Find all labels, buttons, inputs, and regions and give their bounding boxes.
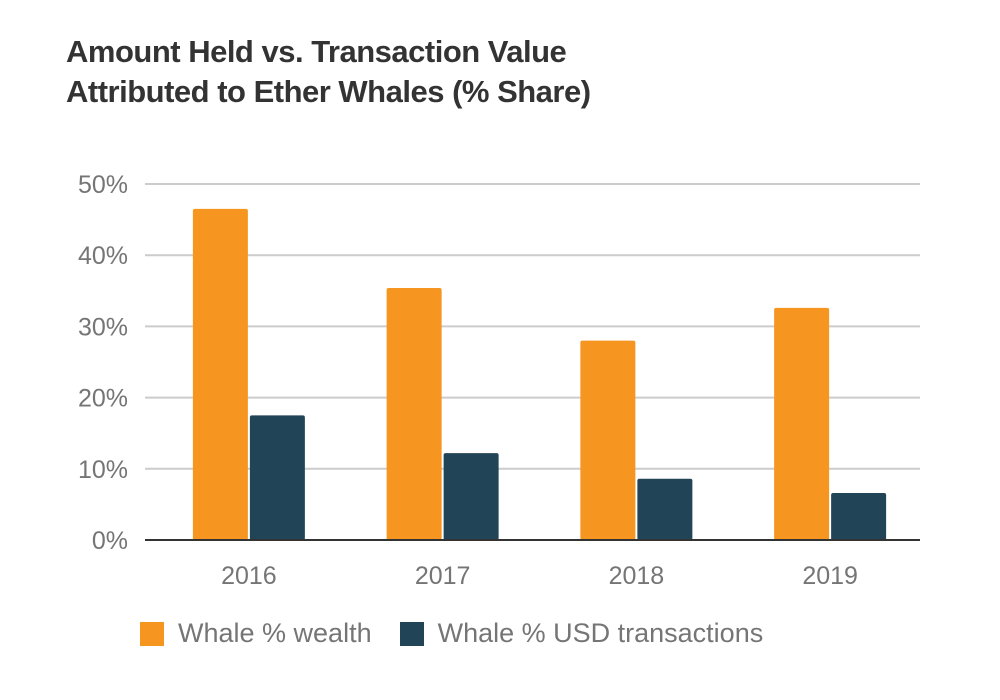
bar-wealth-2019	[774, 307, 830, 540]
y-tick-label: 10%	[78, 456, 128, 484]
chart-title-line-2: Attributed to Ether Whales (% Share)	[66, 74, 591, 109]
x-tick-label: 2016	[221, 562, 277, 590]
legend-swatch-usd-transactions	[399, 621, 424, 646]
bar-wealth-2017	[386, 287, 442, 540]
legend-label-wealth: Whale % wealth	[178, 618, 372, 648]
y-tick-label: 0%	[92, 527, 128, 555]
bar-wealth-2018	[580, 340, 636, 540]
legend-item-wealth: Whale % wealth	[140, 618, 372, 649]
legend-swatch-wealth	[140, 621, 164, 646]
bar-usd-transactions-2019	[831, 493, 887, 540]
bar-wealth-2016	[192, 208, 248, 541]
bar-usd-transactions-2017	[443, 453, 499, 540]
x-tick-label: 2018	[609, 562, 665, 590]
x-tick-label: 2019	[802, 562, 858, 590]
x-tick-label: 2017	[415, 562, 471, 590]
legend: Whale % wealth Whale % USD transactions	[140, 618, 791, 649]
bar-usd-transactions-2018	[637, 478, 693, 540]
legend-item-usd-transactions: Whale % USD transactions	[399, 618, 764, 649]
y-tick-label: 20%	[78, 385, 128, 413]
y-tick-label: 50%	[78, 171, 128, 199]
chart-title-line-1: Amount Held vs. Transaction Value	[66, 34, 567, 69]
y-tick-label: 30%	[78, 313, 128, 341]
legend-label-usd-transactions: Whale % USD transactions	[437, 618, 764, 648]
chart-title: Amount Held vs. Transaction Value Attrib…	[66, 32, 591, 112]
bar-usd-transactions-2016	[249, 415, 305, 540]
y-tick-label: 40%	[78, 242, 128, 270]
